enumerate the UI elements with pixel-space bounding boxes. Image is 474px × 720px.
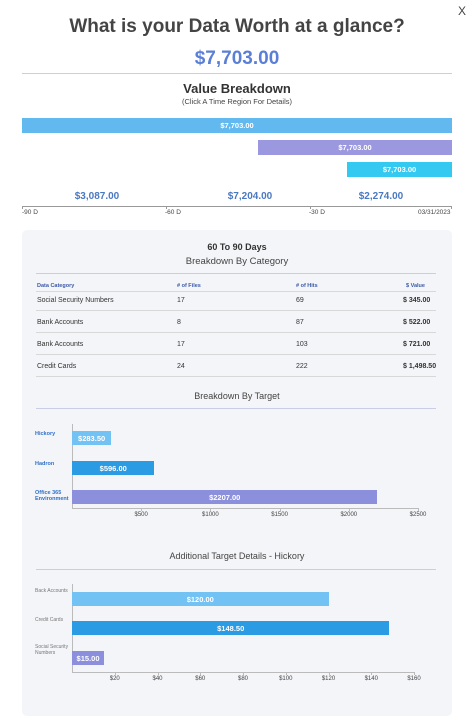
chart-x-tick-label: $140 <box>364 676 378 682</box>
row-divider <box>36 376 436 377</box>
chart-bar[interactable]: $2207.00 <box>72 490 378 504</box>
time-tick <box>451 206 452 209</box>
chart-category-label: Back Accounts <box>35 588 68 594</box>
chart-x-tick-label: $1500 <box>271 512 288 518</box>
col-header-files: # of Files <box>177 283 201 289</box>
row-divider <box>36 332 436 333</box>
chart-category-label: Hickory <box>35 431 56 437</box>
row-value: $ 721.00 <box>403 341 431 348</box>
col-header-hits: # of Hits <box>296 283 318 289</box>
chart-x-tick <box>200 672 202 675</box>
divider <box>36 273 436 274</box>
row-hits: 69 <box>296 297 304 304</box>
time-axis <box>22 206 452 207</box>
divider <box>22 73 452 74</box>
time-label: -90 D <box>22 209 38 216</box>
chart-category-label: Office 365 Environment <box>35 490 69 502</box>
region-value-30-0[interactable]: $2,274.00 <box>358 191 404 202</box>
chart-x-tick <box>279 508 281 511</box>
col-header-value: $ Value <box>406 283 425 289</box>
time-label: 03/31/2023 <box>418 209 451 216</box>
value-breakdown-subtitle: (Click A Time Region For Details) <box>181 97 293 106</box>
chart-x-tick <box>418 508 419 511</box>
chart-x-tick-label: $80 <box>237 676 248 682</box>
row-files: 8 <box>177 319 181 326</box>
chart-x-tick <box>414 672 415 675</box>
row-category: Social Security Numbers <box>37 297 114 304</box>
row-value: $ 522.00 <box>403 319 431 326</box>
time-label: -30 D <box>309 209 325 216</box>
region-value-60-30[interactable]: $7,204.00 <box>227 191 273 202</box>
row-files: 17 <box>177 341 185 348</box>
row-value: $ 345.00 <box>403 297 431 304</box>
time-tick <box>166 206 167 209</box>
chart-x-tick-label: $1000 <box>202 512 219 518</box>
time-tick <box>310 206 311 209</box>
chart-category-label: Hadron <box>35 461 55 467</box>
additional-details-title: Additional Target Details - Hickory <box>169 551 305 561</box>
divider <box>36 408 436 409</box>
chart-x-axis <box>72 508 418 509</box>
details-title: 60 To 90 Days <box>207 242 267 252</box>
value-breakdown-title: Value Breakdown <box>183 81 291 96</box>
chart-bar[interactable]: $596.00 <box>72 461 155 475</box>
time-bar-60d[interactable]: $7,703.00 <box>258 140 452 155</box>
time-label: -60 D <box>165 209 181 216</box>
total-value: $7,703.00 <box>194 48 280 69</box>
details-panel: 60 To 90 Days Breakdown By Category Data… <box>22 230 452 716</box>
chart-x-tick <box>328 672 330 675</box>
chart-category-label: Social Security Numbers <box>35 644 69 656</box>
category-breakdown-title: Breakdown By Category <box>185 256 289 267</box>
time-bar-90d[interactable]: $7,703.00 <box>22 118 452 133</box>
row-category: Credit Cards <box>37 363 77 370</box>
chart-x-tick <box>285 672 287 675</box>
chart-bar[interactable]: $283.50 <box>72 431 112 445</box>
row-category: Bank Accounts <box>37 341 84 348</box>
row-files: 24 <box>177 363 185 370</box>
time-tick <box>22 206 23 209</box>
chart-bar[interactable]: $148.50 <box>72 621 390 635</box>
chart-x-tick-label: $2500 <box>409 512 427 518</box>
row-hits: 222 <box>296 363 308 370</box>
row-value: $ 1,498.50 <box>403 363 437 370</box>
chart-x-tick-label: $500 <box>134 512 148 518</box>
row-category: Bank Accounts <box>37 319 84 326</box>
row-hits: 87 <box>296 319 304 326</box>
close-icon[interactable]: X <box>457 4 466 18</box>
chart-x-tick <box>371 672 373 675</box>
chart-category-label: Credit Cards <box>35 617 64 623</box>
row-divider <box>36 291 436 292</box>
time-bar-30d[interactable]: $7,703.00 <box>347 162 452 177</box>
chart-x-tick <box>348 508 350 511</box>
chart-x-tick <box>141 508 143 511</box>
chart-x-tick-label: $2000 <box>340 512 358 518</box>
chart-x-tick-label: $60 <box>195 676 206 682</box>
row-files: 17 <box>177 297 185 304</box>
row-hits: 103 <box>296 341 308 348</box>
divider <box>36 569 436 570</box>
row-divider <box>36 354 436 355</box>
chart-bar[interactable]: $120.00 <box>72 592 329 606</box>
page-title: What is your Data Worth at a glance? <box>69 16 405 37</box>
chart-x-tick-label: $20 <box>109 676 120 682</box>
chart-x-tick <box>114 672 116 675</box>
chart-x-tick <box>243 672 244 675</box>
target-breakdown-title: Breakdown By Target <box>194 391 280 401</box>
col-header-category: Data Category <box>37 283 75 289</box>
region-value-90-60[interactable]: $3,087.00 <box>74 191 120 202</box>
chart-x-tick <box>210 508 212 511</box>
chart-x-tick-label: $160 <box>407 676 421 682</box>
chart-x-tick-label: $40 <box>152 676 163 682</box>
chart-bar[interactable]: $15.00 <box>72 651 105 665</box>
row-divider <box>36 310 436 311</box>
chart-x-tick-label: $120 <box>321 676 336 682</box>
chart-x-tick <box>157 672 159 675</box>
chart-x-tick-label: $100 <box>279 676 293 682</box>
